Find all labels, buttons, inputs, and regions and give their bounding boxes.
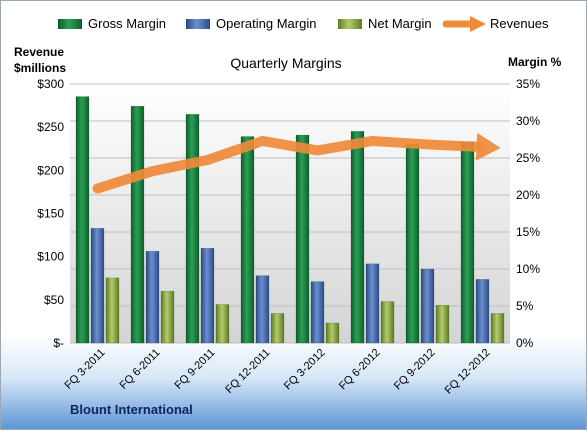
- revenue-arrow-head: [475, 132, 501, 161]
- bar-gross-margin: [185, 114, 200, 344]
- bar-operating-margin: [200, 248, 215, 344]
- bar-net-margin: [490, 313, 505, 344]
- legend-arrow-revenues: [470, 16, 486, 32]
- bar-operating-margin: [420, 268, 435, 344]
- right-tick-label: 35%: [516, 77, 540, 91]
- bar-operating-margin: [90, 228, 105, 344]
- legend: Gross Margin Operating Margin Net Margin Re…: [58, 16, 549, 32]
- bar-gross-margin: [405, 143, 420, 344]
- bar-gross-margin: [350, 131, 365, 344]
- left-tick-label: $300: [37, 77, 64, 91]
- bar-net-margin: [215, 304, 230, 344]
- bar-operating-margin: [475, 279, 490, 344]
- legend-label-operating-margin: Operating Margin: [216, 16, 316, 31]
- bars: [75, 96, 505, 344]
- left-tick-label: $100: [37, 250, 64, 264]
- left-tick-label: $250: [37, 120, 64, 134]
- legend-swatch-net-margin: [338, 19, 362, 29]
- legend-label-gross-margin: Gross Margin: [88, 16, 166, 31]
- bar-net-margin: [270, 313, 285, 344]
- bar-operating-margin: [310, 281, 325, 344]
- left-axis-label-line1: Revenue: [14, 45, 64, 59]
- bar-gross-margin: [75, 96, 90, 344]
- chart-title: Quarterly Margins: [230, 55, 341, 71]
- legend-label-net-margin: Net Margin: [368, 16, 432, 31]
- left-tick-label: $-: [53, 336, 64, 350]
- bar-gross-margin: [460, 141, 475, 344]
- right-tick-label: 5%: [516, 299, 534, 313]
- bar-net-margin: [380, 301, 395, 344]
- bar-gross-margin: [295, 134, 310, 344]
- bar-net-margin: [435, 305, 450, 344]
- right-tick-label: 30%: [516, 114, 540, 128]
- bar-net-margin: [160, 290, 175, 344]
- bar-net-margin: [105, 277, 120, 344]
- legend-swatch-gross-margin: [58, 19, 82, 29]
- right-tick-label: 15%: [516, 225, 540, 239]
- legend-swatch-operating-margin: [186, 19, 210, 29]
- right-tick-label: 25%: [516, 151, 540, 165]
- bar-net-margin: [325, 322, 340, 344]
- bar-operating-margin: [255, 275, 270, 344]
- revenue-line-path: [92, 135, 484, 194]
- left-tick-label: $150: [37, 207, 64, 221]
- bar-gross-margin: [130, 105, 145, 344]
- right-tick-label: 10%: [516, 262, 540, 276]
- right-tick-label: 20%: [516, 188, 540, 202]
- legend-label-revenues: Revenues: [490, 16, 549, 31]
- bar-operating-margin: [145, 250, 160, 344]
- company-name: Blount International: [70, 402, 193, 417]
- left-axis-label-line2: $millions: [14, 61, 66, 75]
- left-tick-label: $200: [37, 163, 64, 177]
- bar-gross-margin: [240, 136, 255, 344]
- left-tick-label: $50: [44, 293, 64, 307]
- right-tick-label: 0%: [516, 336, 534, 350]
- right-axis-label: Margin %: [508, 55, 562, 69]
- bar-operating-margin: [365, 263, 380, 344]
- revenue-line: [92, 132, 501, 194]
